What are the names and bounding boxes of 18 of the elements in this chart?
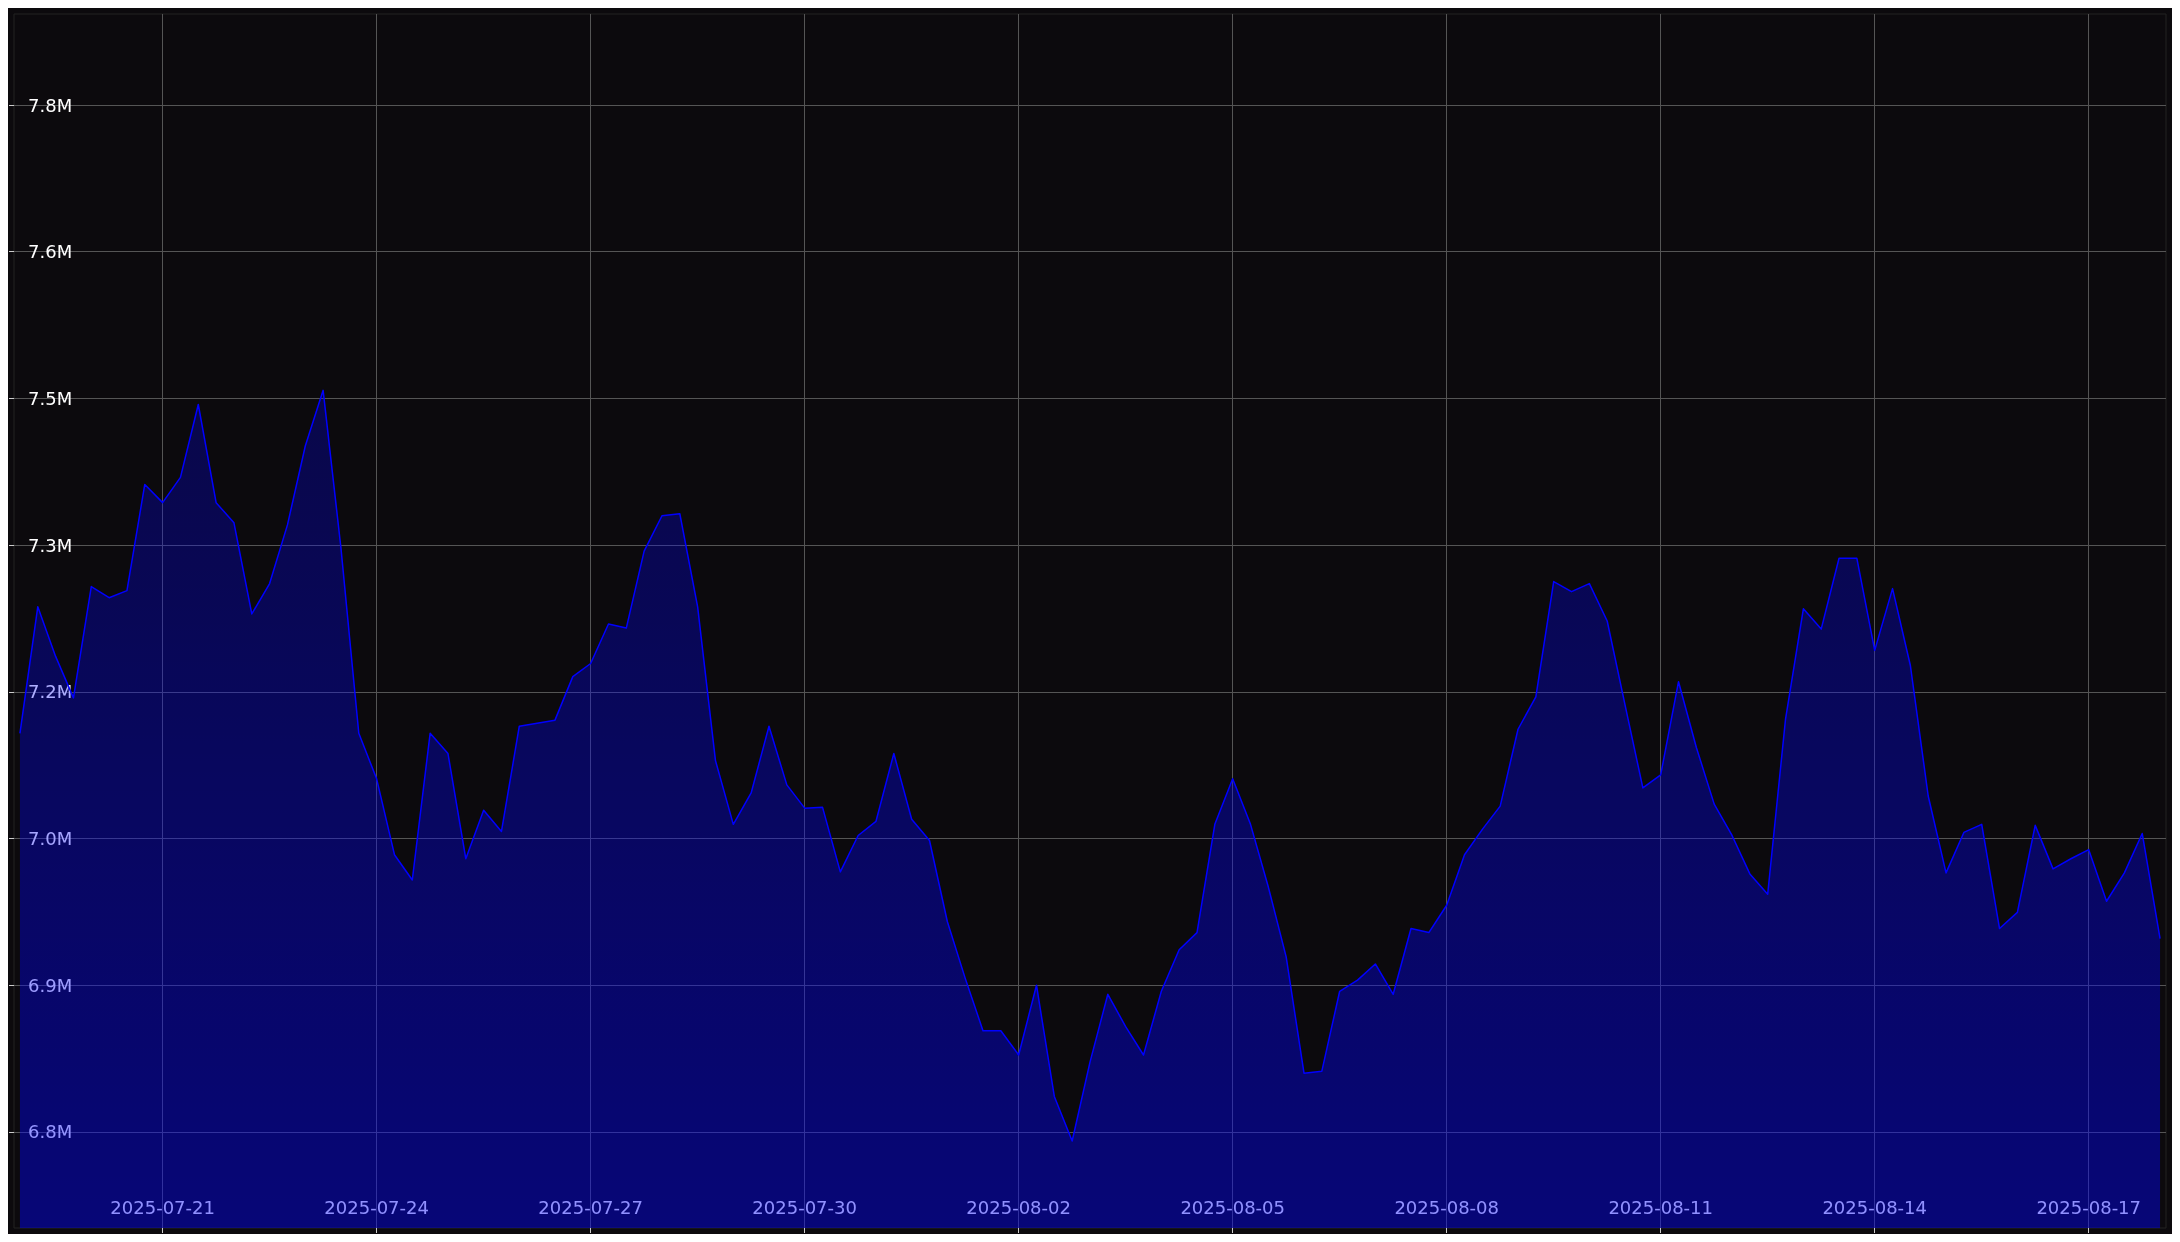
x-tick-label: 2025-08-14 [1822, 1196, 1928, 1218]
y-tick-label: 7.0M [28, 828, 73, 850]
x-tick-label: 2025-08-17 [2036, 1196, 2142, 1218]
x-tick-label: 2025-07-21 [110, 1196, 215, 1218]
x-tick-label: 2025-08-11 [1608, 1196, 1713, 1218]
y-tick-label: 6.8M [28, 1121, 73, 1143]
x-tick-label: 2025-08-08 [1394, 1196, 1499, 1218]
y-tick-label: 7.8M [28, 94, 73, 116]
x-tick-label: 2025-08-05 [1180, 1196, 1285, 1218]
y-tick-label: 7.6M [28, 241, 73, 263]
y-tick-label: 7.5M [28, 387, 73, 409]
y-tick-label: 7.3M [28, 534, 73, 556]
x-tick-label: 2025-07-24 [324, 1196, 429, 1218]
x-tick-label: 2025-08-02 [966, 1196, 1071, 1218]
y-tick-label: 7.2M [28, 681, 73, 703]
x-tick-label: 2025-07-27 [538, 1196, 643, 1218]
x-tick-label: 2025-07-30 [752, 1196, 857, 1218]
y-tick-label: 6.9M [28, 974, 73, 996]
